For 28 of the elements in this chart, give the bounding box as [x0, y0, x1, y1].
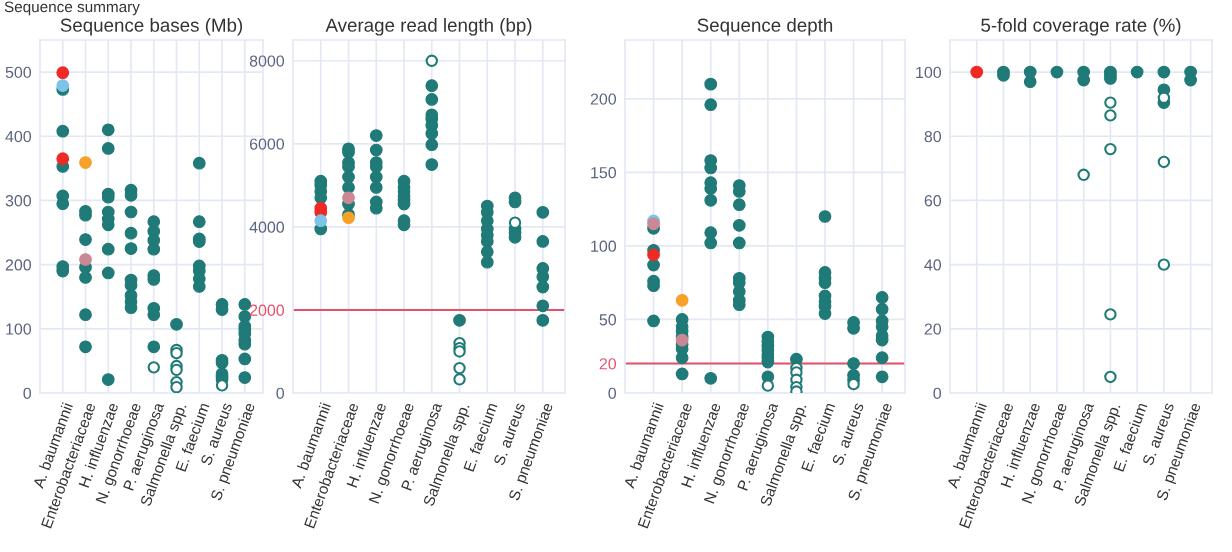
- y-tick-label: 80: [924, 130, 942, 143]
- y-tick-label: 60: [924, 195, 942, 207]
- chart-title: Sequence bases (Mb): [60, 18, 243, 36]
- y-tick-label: 20: [924, 323, 942, 335]
- y-tick-label: 100: [6, 323, 32, 335]
- y-tick-label: 0: [933, 387, 942, 399]
- y-tick-label: 150: [591, 167, 617, 179]
- y-tick-label: 20: [599, 358, 617, 370]
- y-tick-label: 0: [276, 387, 285, 399]
- y-tick-label: 200: [590, 93, 617, 105]
- y-tick-label: 400: [5, 130, 32, 143]
- y-tick-label: 500: [5, 66, 32, 79]
- y-tick-label: 8000: [249, 55, 285, 67]
- y-tick-label: 6000: [249, 138, 285, 150]
- y-tick-label: 300: [5, 195, 32, 207]
- y-tick-label: 2000: [249, 304, 285, 316]
- y-tick-label: 100: [591, 240, 617, 252]
- text: Sequence summary: [4, 1, 140, 16]
- y-tick-label: 40: [924, 259, 942, 271]
- y-tick-label: 200: [5, 259, 32, 271]
- y-tick-label: 100: [916, 66, 942, 79]
- chart-title: Average read length (bp): [325, 18, 532, 36]
- y-tick-label: 0: [23, 387, 32, 399]
- y-tick-label: 4000: [249, 221, 285, 233]
- y-tick-label: 50: [599, 314, 617, 326]
- y-tick-label: 0: [608, 387, 617, 399]
- chart-title: Sequence depth: [697, 18, 833, 36]
- chart-title: 5-fold coverage rate (%): [981, 18, 1181, 36]
